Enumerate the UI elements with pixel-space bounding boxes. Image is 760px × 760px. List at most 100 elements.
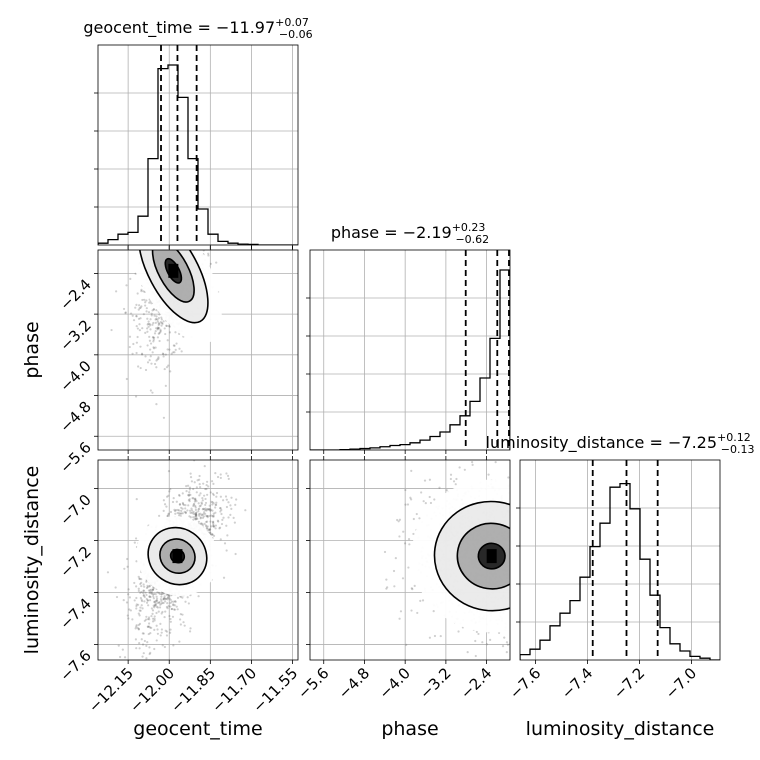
sample-point <box>145 299 148 302</box>
sample-point <box>211 521 215 524</box>
sample-point <box>157 238 159 240</box>
sample-point <box>145 644 148 648</box>
sample-point <box>152 595 155 598</box>
sample-point <box>204 507 207 510</box>
sample-point <box>152 338 155 341</box>
sample-point <box>195 486 198 489</box>
density-panel-geocent_time-phase <box>94 188 299 454</box>
sample-point <box>158 208 160 210</box>
sample-point <box>188 488 191 491</box>
sample-point <box>188 210 190 212</box>
sample-point <box>570 563 572 565</box>
sample-point <box>125 601 129 604</box>
sample-point <box>151 588 155 592</box>
y-axis-label-luminosity_distance: luminosity_distance <box>21 466 43 655</box>
sample-point <box>396 518 399 522</box>
sample-point <box>131 314 134 317</box>
sample-point <box>174 348 177 351</box>
sample-point <box>232 516 235 519</box>
sample-point <box>512 567 514 569</box>
sample-point <box>147 311 151 314</box>
sample-point <box>141 632 144 635</box>
x-axis-label-phase: phase <box>381 718 438 740</box>
sample-point <box>525 577 527 579</box>
sample-point <box>565 627 567 629</box>
sample-point <box>540 617 542 619</box>
sample-point <box>144 331 147 334</box>
sample-point <box>153 617 156 620</box>
sample-point <box>126 614 129 617</box>
sample-point <box>230 507 233 510</box>
sample-point <box>518 477 520 479</box>
sample-point <box>531 560 533 562</box>
sample-point <box>206 493 209 496</box>
sample-point <box>137 589 140 593</box>
sample-point <box>166 597 170 600</box>
sample-point <box>146 599 150 602</box>
sample-point <box>166 607 169 610</box>
sample-point <box>153 600 156 604</box>
sample-point <box>582 616 584 618</box>
y-tick-label: −7.2 <box>56 543 94 581</box>
sample-point <box>180 246 182 248</box>
sample-point <box>162 592 165 595</box>
sample-point <box>543 571 545 573</box>
sample-point <box>162 509 165 512</box>
sample-point <box>205 525 208 528</box>
sample-point <box>538 522 540 524</box>
sample-point <box>180 224 182 226</box>
sample-point <box>203 508 206 511</box>
sample-point <box>157 317 161 320</box>
sample-point <box>147 322 150 325</box>
sample-point <box>146 323 149 326</box>
x-tick-label: −7.4 <box>558 664 596 702</box>
sample-point <box>542 537 544 539</box>
sample-point <box>163 234 165 236</box>
sample-point <box>536 558 538 560</box>
sample-point <box>179 618 182 621</box>
sample-point <box>159 603 162 606</box>
sample-point <box>410 609 413 612</box>
sample-point <box>201 497 204 500</box>
sample-point <box>411 587 414 591</box>
sample-point <box>138 577 141 581</box>
sample-point <box>217 520 220 523</box>
sample-point <box>527 538 529 540</box>
sample-point <box>224 188 226 190</box>
sample-point <box>186 193 188 195</box>
sample-point <box>530 603 532 605</box>
sample-point <box>403 542 407 545</box>
sample-point <box>515 555 517 557</box>
sample-point <box>170 607 173 611</box>
sample-point <box>222 576 226 579</box>
sample-point <box>172 235 174 237</box>
sample-point <box>530 574 532 576</box>
sample-point <box>524 558 526 560</box>
sample-point <box>135 351 138 355</box>
sample-point <box>557 539 559 541</box>
sample-point <box>209 262 212 265</box>
sample-point <box>179 227 181 229</box>
sample-point <box>174 600 177 603</box>
sample-point <box>140 578 143 581</box>
sample-point <box>538 495 540 497</box>
sample-point <box>521 643 523 645</box>
sample-point <box>514 569 516 571</box>
sample-point <box>216 519 219 522</box>
sample-point <box>541 527 543 529</box>
sample-point <box>151 335 155 339</box>
sample-point <box>181 205 183 207</box>
sample-point <box>512 644 514 646</box>
sample-point <box>513 517 515 519</box>
sample-point <box>212 523 215 527</box>
sample-point <box>152 321 155 325</box>
sample-point <box>565 493 567 495</box>
sample-point <box>565 534 567 536</box>
sample-point <box>183 240 185 242</box>
sample-point <box>555 533 557 535</box>
sample-point <box>138 307 141 310</box>
sample-point <box>551 550 553 552</box>
sample-point <box>147 616 151 619</box>
sample-point <box>158 514 161 517</box>
sample-point <box>212 522 215 525</box>
